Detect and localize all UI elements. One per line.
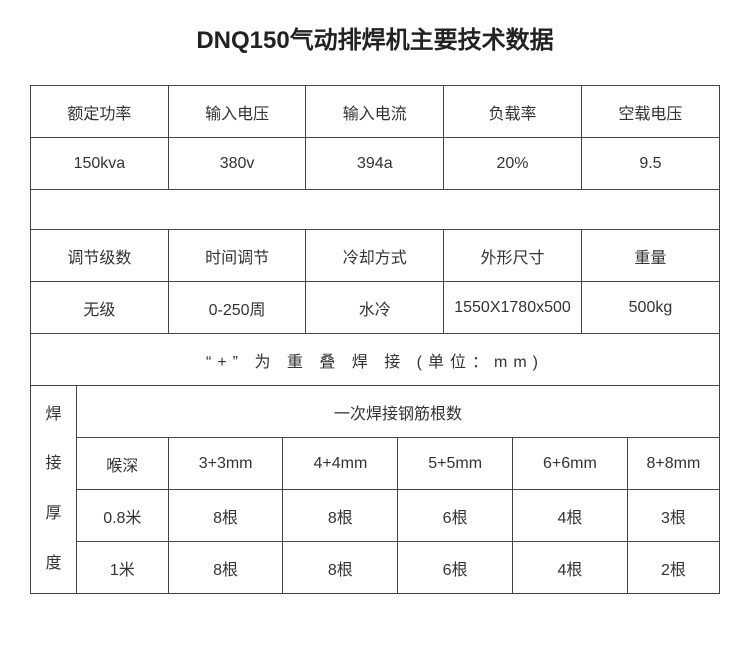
sec3-size-header-row: 喉深 3+3mm 4+4mm 5+5mm 6+6mm 8+8mm [31,438,720,490]
sec2-h3: 外形尺寸 [444,230,582,282]
sec3-r0-v2: 6根 [398,490,513,542]
page-title: DNQ150气动排焊机主要技术数据 [30,20,720,55]
sec3-sh0: 3+3mm [168,438,283,490]
sec2-h2: 冷却方式 [306,230,444,282]
sec2-h0: 调节级数 [31,230,169,282]
sec3-group-header: 一次焊接钢筋根数 [76,386,719,438]
sec3-r1-v4: 2根 [627,542,719,594]
sec3-r0-v3: 4根 [513,490,628,542]
spec-table: 额定功率 输入电压 输入电流 负载率 空载电压 150kva 380v 394a… [30,85,720,594]
sec1-h2: 输入电流 [306,86,444,138]
sec3-row0: 0.8米 8根 8根 6根 4根 3根 [31,490,720,542]
sec1-h0: 额定功率 [31,86,169,138]
sec1-value-row: 150kva 380v 394a 20% 9.5 [31,138,720,190]
sec1-v0: 150kva [31,138,169,190]
vchar3: 度 [45,545,61,583]
spacer-row [31,190,720,230]
sec3-r1-v2: 6根 [398,542,513,594]
sec1-h4: 空载电压 [581,86,719,138]
sec1-v4: 9.5 [581,138,719,190]
sec3-sh1: 4+4mm [283,438,398,490]
vchar1: 接 [45,445,61,483]
sec3-r0-depth: 0.8米 [76,490,168,542]
sec3-sh3: 6+6mm [513,438,628,490]
sec2-header-row: 调节级数 时间调节 冷却方式 外形尺寸 重量 [31,230,720,282]
sec3-sh2: 5+5mm [398,438,513,490]
sec1-v2: 394a [306,138,444,190]
sec3-r1-v0: 8根 [168,542,283,594]
sec3-r1-v1: 8根 [283,542,398,594]
sec1-v3: 20% [444,138,582,190]
sec2-v3: 1550X1780x500 [444,282,582,334]
sec2-v1: 0-250周 [168,282,306,334]
sec2-h1: 时间调节 [168,230,306,282]
sec1-v1: 380v [168,138,306,190]
vchar2: 厚 [45,495,61,533]
vchar0: 焊 [45,396,61,434]
note-cell: “+” 为 重 叠 焊 接 (单位：mm) [31,334,720,386]
sec3-r0-v4: 3根 [627,490,719,542]
sec2-v2: 水冷 [306,282,444,334]
sec2-v4: 500kg [581,282,719,334]
sec1-header-row: 额定功率 输入电压 输入电流 负载率 空载电压 [31,86,720,138]
sec3-r1-depth: 1米 [76,542,168,594]
sec3-sh4: 8+8mm [627,438,719,490]
sec3-r0-v1: 8根 [283,490,398,542]
sec2-h4: 重量 [581,230,719,282]
sec1-h1: 输入电压 [168,86,306,138]
sec3-col1-header: 喉深 [76,438,168,490]
sec3-r1-v3: 4根 [513,542,628,594]
sec1-h3: 负载率 [444,86,582,138]
note-row: “+” 为 重 叠 焊 接 (单位：mm) [31,334,720,386]
sec3-group-row: 焊 接 厚 度 一次焊接钢筋根数 [31,386,720,438]
sec3-r0-v0: 8根 [168,490,283,542]
sec2-value-row: 无级 0-250周 水冷 1550X1780x500 500kg [31,282,720,334]
sec2-v0: 无级 [31,282,169,334]
spacer-cell [31,190,720,230]
vertical-label: 焊 接 厚 度 [31,386,77,594]
sec3-row1: 1米 8根 8根 6根 4根 2根 [31,542,720,594]
